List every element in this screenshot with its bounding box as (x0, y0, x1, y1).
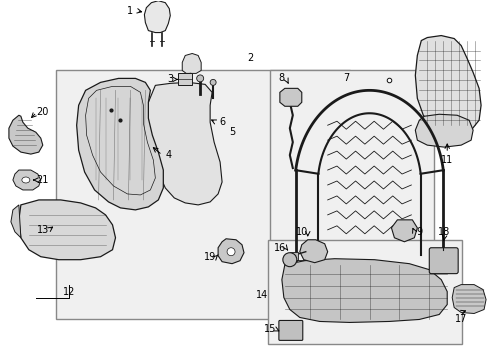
Text: 3: 3 (167, 75, 173, 84)
Text: 2: 2 (247, 54, 253, 63)
Text: 18: 18 (438, 227, 450, 237)
Polygon shape (416, 36, 481, 134)
Text: 1: 1 (127, 6, 133, 15)
Polygon shape (145, 1, 171, 32)
Polygon shape (13, 170, 41, 190)
Circle shape (227, 248, 235, 256)
Text: 17: 17 (455, 314, 467, 324)
Polygon shape (452, 285, 486, 314)
Text: 5: 5 (229, 127, 235, 137)
FancyBboxPatch shape (279, 320, 303, 340)
Text: 15: 15 (264, 324, 276, 334)
Polygon shape (392, 220, 417, 242)
Polygon shape (19, 200, 116, 260)
Polygon shape (182, 54, 201, 73)
Text: 12: 12 (63, 287, 75, 297)
Circle shape (196, 75, 204, 82)
Polygon shape (280, 88, 302, 106)
Text: 9: 9 (416, 227, 422, 237)
Polygon shape (11, 205, 21, 238)
Text: 7: 7 (343, 73, 350, 84)
Polygon shape (9, 115, 43, 154)
Polygon shape (300, 240, 328, 263)
Text: 4: 4 (165, 150, 172, 160)
Bar (290, 252, 298, 260)
Text: 6: 6 (219, 117, 225, 127)
Circle shape (283, 253, 297, 267)
Bar (270, 71, 434, 275)
Circle shape (210, 80, 216, 85)
Polygon shape (218, 239, 244, 264)
Polygon shape (148, 82, 222, 205)
FancyBboxPatch shape (429, 248, 458, 274)
Text: 10: 10 (295, 227, 308, 237)
Text: 13: 13 (37, 225, 49, 235)
Text: 21: 21 (37, 175, 49, 185)
Polygon shape (76, 78, 163, 210)
Text: 19: 19 (204, 252, 216, 262)
Text: 16: 16 (274, 243, 286, 253)
Text: 14: 14 (256, 289, 268, 300)
Polygon shape (282, 259, 447, 323)
Text: 11: 11 (441, 155, 453, 165)
Text: 20: 20 (37, 107, 49, 117)
Bar (178, 73, 192, 85)
Ellipse shape (22, 177, 30, 183)
Text: 8: 8 (279, 73, 285, 84)
Polygon shape (416, 114, 473, 147)
Bar (268, 240, 462, 345)
Bar (56, 71, 349, 319)
